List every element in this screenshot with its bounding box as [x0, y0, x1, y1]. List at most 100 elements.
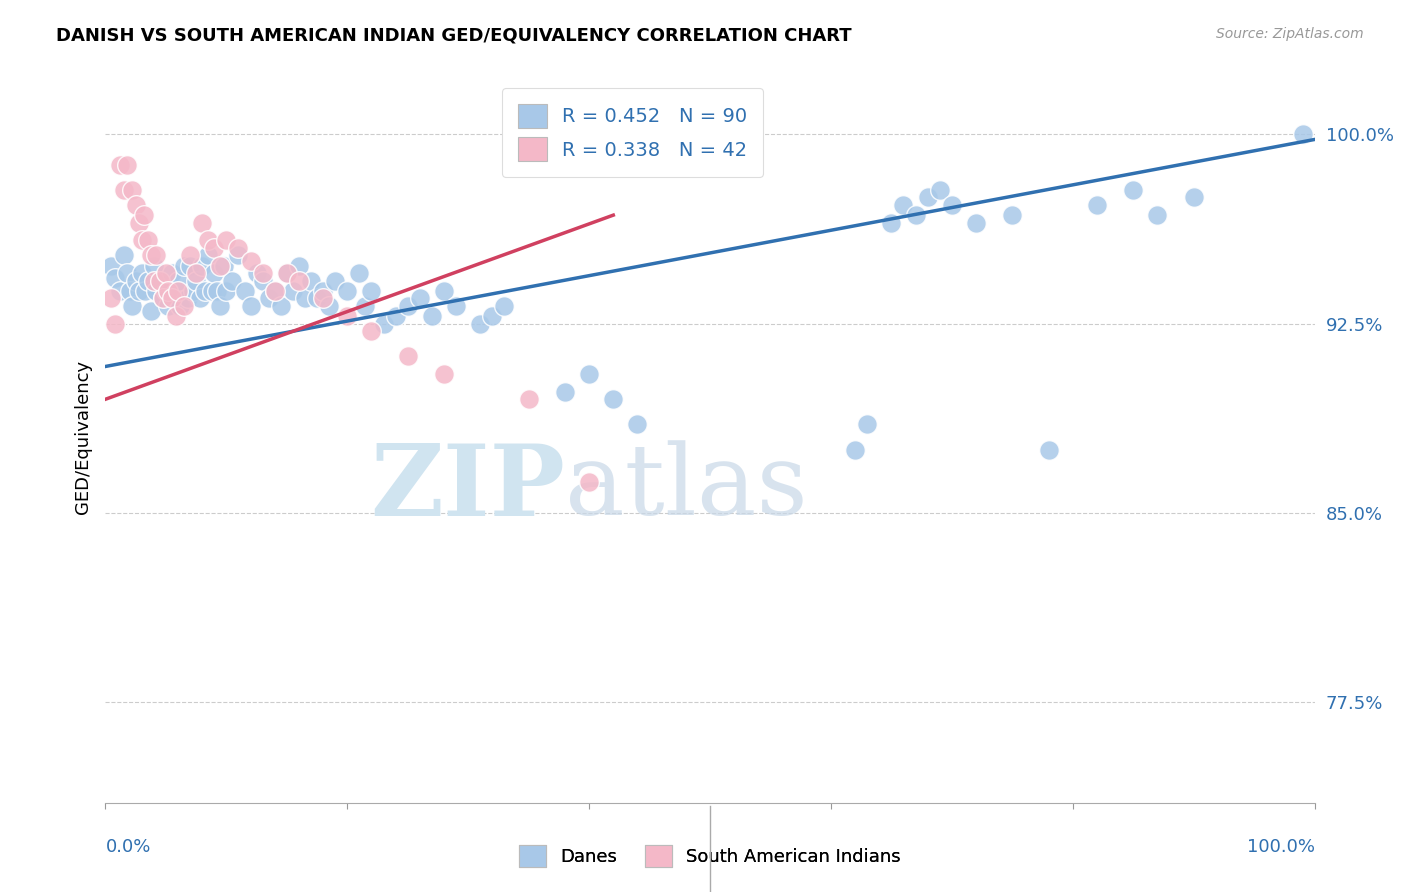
Point	[167, 284, 190, 298]
Point	[202, 241, 225, 255]
Point	[128, 216, 150, 230]
Point	[517, 392, 540, 407]
Point	[323, 274, 346, 288]
Point	[160, 291, 183, 305]
Point	[554, 384, 576, 399]
Point	[100, 259, 122, 273]
Point	[149, 274, 172, 288]
Point	[202, 266, 225, 280]
Point	[307, 291, 329, 305]
Point	[121, 299, 143, 313]
Point	[134, 284, 156, 298]
Point	[100, 291, 122, 305]
Point	[246, 266, 269, 280]
Point	[228, 248, 250, 262]
Point	[354, 299, 377, 313]
Point	[209, 299, 232, 313]
Point	[433, 367, 456, 381]
Point	[494, 299, 516, 313]
Point	[191, 259, 214, 273]
Point	[252, 266, 274, 280]
Point	[186, 274, 208, 288]
Point	[336, 284, 359, 298]
Y-axis label: GED/Equivalency: GED/Equivalency	[73, 360, 91, 514]
Point	[257, 291, 280, 305]
Point	[152, 291, 174, 305]
Point	[336, 309, 359, 323]
Point	[263, 284, 285, 298]
Point	[173, 259, 195, 273]
Point	[928, 183, 950, 197]
Point	[288, 274, 311, 288]
Point	[155, 284, 177, 298]
Point	[142, 259, 165, 273]
Point	[349, 266, 371, 280]
Point	[396, 350, 419, 364]
Point	[215, 284, 238, 298]
Point	[157, 284, 180, 298]
Point	[288, 259, 311, 273]
Point	[194, 284, 217, 298]
Point	[197, 233, 219, 247]
Point	[157, 299, 180, 313]
Point	[1122, 183, 1144, 197]
Point	[145, 248, 167, 262]
Point	[420, 309, 443, 323]
Point	[141, 304, 163, 318]
Point	[215, 233, 238, 247]
Point	[1182, 190, 1205, 204]
Point	[318, 299, 340, 313]
Point	[124, 274, 148, 288]
Point	[108, 158, 131, 172]
Point	[578, 367, 600, 381]
Point	[299, 274, 322, 288]
Point	[115, 266, 138, 280]
Point	[149, 274, 172, 288]
Point	[904, 208, 927, 222]
Point	[108, 284, 131, 298]
Point	[145, 284, 167, 298]
Point	[626, 417, 648, 432]
Point	[165, 309, 187, 323]
Text: atlas: atlas	[565, 441, 807, 536]
Point	[373, 317, 395, 331]
Point	[191, 216, 214, 230]
Point	[173, 299, 195, 313]
Point	[155, 266, 177, 280]
Point	[263, 284, 285, 298]
Point	[294, 291, 316, 305]
Point	[239, 253, 262, 268]
Point	[228, 241, 250, 255]
Text: 0.0%: 0.0%	[105, 838, 150, 856]
Point	[1146, 208, 1168, 222]
Text: 100.0%: 100.0%	[1247, 838, 1315, 856]
Point	[181, 284, 204, 298]
Point	[276, 266, 298, 280]
Point	[112, 183, 135, 197]
Point	[179, 248, 201, 262]
Point	[212, 259, 235, 273]
Point	[1085, 198, 1108, 212]
Point	[197, 248, 219, 262]
Point	[201, 284, 224, 298]
Point	[1038, 442, 1060, 457]
Point	[209, 259, 232, 273]
Point	[104, 271, 127, 285]
Text: DANISH VS SOUTH AMERICAN INDIAN GED/EQUIVALENCY CORRELATION CHART: DANISH VS SOUTH AMERICAN INDIAN GED/EQUI…	[56, 27, 852, 45]
Point	[856, 417, 879, 432]
Point	[131, 266, 153, 280]
Point	[602, 392, 624, 407]
Point	[281, 284, 304, 298]
Point	[141, 248, 163, 262]
Point	[578, 475, 600, 490]
Point	[188, 291, 211, 305]
Point	[433, 284, 456, 298]
Point	[360, 284, 382, 298]
Point	[169, 299, 191, 313]
Point	[312, 284, 335, 298]
Point	[270, 299, 292, 313]
Point	[112, 248, 135, 262]
Point	[115, 158, 138, 172]
Point	[221, 274, 243, 288]
Point	[124, 198, 148, 212]
